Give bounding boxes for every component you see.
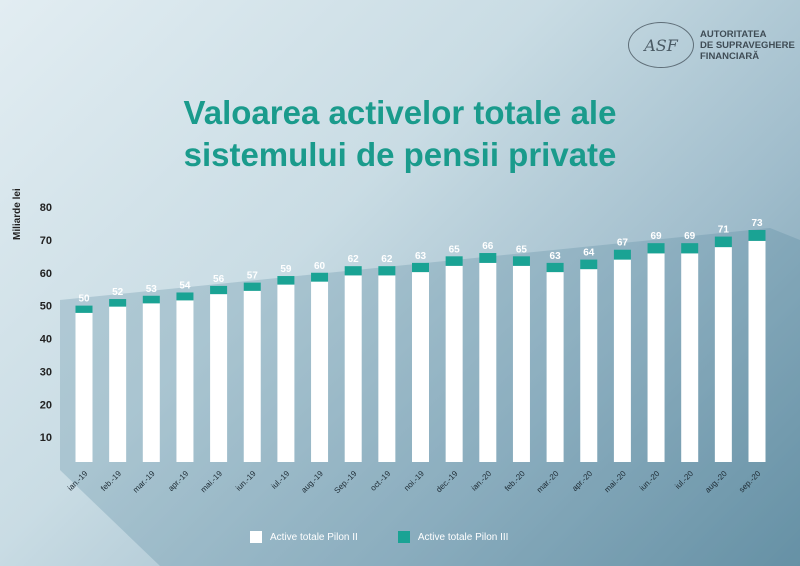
data-label: 73	[751, 218, 763, 229]
data-label: 63	[550, 251, 562, 262]
legend-swatch	[250, 531, 262, 543]
bar-pilon-ii	[748, 240, 766, 462]
bar-pilon-ii	[378, 275, 396, 462]
logo-line-2: DE SUPRAVEGHERE	[700, 39, 795, 51]
bar-pilon-iii	[681, 243, 699, 254]
bar-pilon-ii	[479, 262, 497, 462]
data-label: 67	[617, 238, 629, 249]
data-label: 69	[684, 231, 696, 242]
bar-pilon-ii	[647, 253, 665, 462]
bar-pilon-iii	[580, 259, 598, 270]
data-label: 54	[179, 280, 191, 291]
data-label: 62	[348, 254, 360, 265]
bar-pilon-iii	[243, 282, 261, 291]
data-label: 52	[112, 287, 124, 298]
bar-pilon-ii	[613, 259, 631, 462]
title-line-1: Valoarea activelor totale ale	[183, 94, 617, 131]
bar-pilon-ii	[210, 294, 228, 462]
bar-pilon-iii	[277, 276, 295, 285]
bar-pilon-ii	[243, 290, 261, 462]
bar-pilon-ii	[580, 269, 598, 462]
chart-title: Valoarea activelor totale ale sistemului…	[0, 92, 800, 176]
bar-pilon-ii	[344, 275, 362, 462]
bar-pilon-iii	[714, 236, 732, 248]
bar-pilon-ii	[412, 272, 429, 462]
y-axis-label: Miliarde lei	[12, 188, 23, 240]
y-tick-label: 60	[40, 268, 52, 280]
bar-pilon-ii	[277, 284, 295, 462]
bar-pilon-iii	[613, 249, 631, 260]
bar-pilon-iii	[311, 272, 329, 282]
y-tick-label: 50	[40, 301, 52, 313]
data-label: 59	[280, 264, 292, 275]
bar-pilon-iii	[210, 285, 228, 295]
legend: Active totale Pilon II Active totale Pil…	[250, 531, 508, 543]
data-label: 62	[381, 254, 393, 265]
bar-pilon-iii	[75, 305, 93, 313]
data-label: 60	[314, 261, 326, 272]
bar-pilon-ii	[681, 253, 699, 462]
asf-logo: ASF AUTORITATEA DE SUPRAVEGHERE FINANCIA…	[628, 22, 795, 68]
bar-pilon-iii	[445, 256, 463, 266]
legend-swatch	[397, 531, 410, 543]
bar-pilon-iii	[546, 262, 564, 273]
logo-line-3: FINANCIARĂ	[700, 50, 760, 62]
bar-pilon-iii	[647, 243, 665, 254]
bar-pilon-ii	[546, 272, 564, 462]
bar-pilon-iii	[748, 230, 766, 241]
data-label: 64	[583, 248, 595, 259]
bar-pilon-ii	[109, 306, 127, 462]
data-label: 65	[516, 244, 528, 255]
asf-seal-icon: ASF	[628, 22, 694, 68]
bar-pilon-ii	[311, 281, 329, 462]
data-label: 56	[213, 274, 225, 285]
bar-pilon-ii	[714, 247, 732, 462]
bar-pilon-ii	[176, 300, 194, 462]
y-tick-label: 80	[40, 202, 52, 214]
y-tick-label: 30	[40, 366, 52, 378]
bar-pilon-ii	[75, 312, 93, 462]
title-line-2: sistemului de pensii private	[183, 136, 617, 173]
bar-pilon-iii	[378, 266, 396, 276]
bar-pilon-iii	[109, 299, 127, 307]
data-label: 57	[247, 271, 259, 282]
data-label: 53	[146, 284, 158, 295]
y-tick-label: 40	[40, 334, 52, 346]
data-label: 71	[718, 225, 730, 236]
data-label: 50	[78, 294, 90, 305]
bar-pilon-iii	[176, 292, 194, 301]
data-label: 66	[482, 241, 494, 252]
bar-pilon-iii	[344, 266, 362, 276]
bar-pilon-iii	[512, 256, 530, 266]
logo-line-1: AUTORITATEA	[700, 28, 767, 40]
legend-item-pilon-ii: Active totale Pilon II	[250, 531, 358, 543]
legend-label: Active totale Pilon III	[417, 531, 509, 543]
bar-pilon-iii	[479, 253, 497, 263]
y-tick-label: 10	[40, 432, 52, 444]
bar-pilon-iii	[142, 295, 160, 304]
bar-pilon-ii	[445, 265, 463, 462]
legend-item-pilon-iii: Active totale Pilon III	[397, 531, 509, 543]
bar-pilon-ii	[512, 265, 530, 462]
data-label: 65	[449, 244, 461, 255]
legend-label: Active totale Pilon II	[270, 531, 358, 543]
bar-pilon-ii	[142, 303, 160, 462]
bar-pilon-iii	[412, 262, 429, 273]
y-tick-label: 70	[40, 235, 52, 247]
data-label: 63	[415, 251, 427, 262]
y-tick-label: 20	[40, 399, 52, 411]
data-label: 69	[650, 231, 662, 242]
